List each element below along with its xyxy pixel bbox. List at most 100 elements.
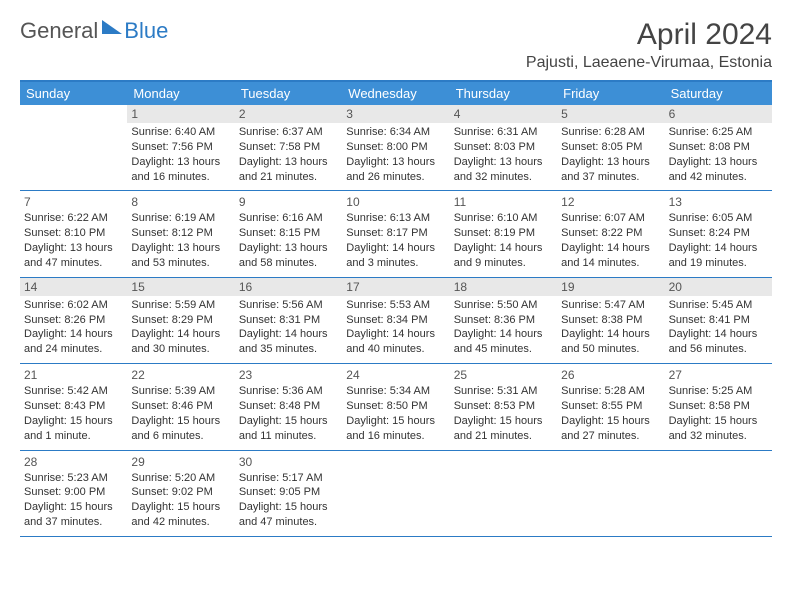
day-cell: 11Sunrise: 6:10 AMSunset: 8:19 PMDayligh… [450,191,557,276]
daylight-1: Daylight: 14 hours [24,327,123,342]
day-cell: 15Sunrise: 5:59 AMSunset: 8:29 PMDayligh… [127,278,234,363]
sunrise: Sunrise: 5:45 AM [669,298,768,313]
sunset: Sunset: 8:48 PM [239,399,338,414]
day-number: 28 [24,453,123,471]
daylight-2: and 45 minutes. [454,342,553,357]
sunrise: Sunrise: 5:53 AM [346,298,445,313]
day-number: 30 [239,453,338,471]
day-of-week-header: Sunday Monday Tuesday Wednesday Thursday… [20,82,772,105]
empty-cell [450,451,557,536]
day-number: 16 [235,278,342,296]
sunrise: Sunrise: 6:34 AM [346,125,445,140]
day-number: 6 [665,105,772,123]
sunrise: Sunrise: 5:50 AM [454,298,553,313]
day-cell: 17Sunrise: 5:53 AMSunset: 8:34 PMDayligh… [342,278,449,363]
sunset: Sunset: 8:58 PM [669,399,768,414]
daylight-1: Daylight: 15 hours [669,414,768,429]
daylight-1: Daylight: 14 hours [561,327,660,342]
day-info: Sunrise: 5:45 AMSunset: 8:41 PMDaylight:… [669,298,768,357]
day-cell: 23Sunrise: 5:36 AMSunset: 8:48 PMDayligh… [235,364,342,449]
day-cell: 21Sunrise: 5:42 AMSunset: 8:43 PMDayligh… [20,364,127,449]
day-info: Sunrise: 6:10 AMSunset: 8:19 PMDaylight:… [454,211,553,270]
sunset: Sunset: 7:58 PM [239,140,338,155]
daylight-2: and 27 minutes. [561,429,660,444]
day-number: 19 [557,278,664,296]
logo-triangle-icon [102,20,122,39]
sunrise: Sunrise: 5:23 AM [24,471,123,486]
daylight-1: Daylight: 15 hours [131,414,230,429]
logo-general: General [20,18,98,44]
sunset: Sunset: 8:15 PM [239,226,338,241]
sunrise: Sunrise: 5:47 AM [561,298,660,313]
daylight-1: Daylight: 14 hours [346,327,445,342]
logo: General Blue [20,18,168,44]
daylight-2: and 56 minutes. [669,342,768,357]
day-info: Sunrise: 5:56 AMSunset: 8:31 PMDaylight:… [239,298,338,357]
day-number: 22 [131,366,230,384]
header: General Blue April 2024 Pajusti, Laeaene… [20,18,772,72]
day-info: Sunrise: 6:02 AMSunset: 8:26 PMDaylight:… [24,298,123,357]
daylight-1: Daylight: 14 hours [239,327,338,342]
daylight-2: and 37 minutes. [561,170,660,185]
day-info: Sunrise: 5:47 AMSunset: 8:38 PMDaylight:… [561,298,660,357]
daylight-1: Daylight: 15 hours [131,500,230,515]
sunset: Sunset: 8:43 PM [24,399,123,414]
daylight-2: and 3 minutes. [346,256,445,271]
day-cell: 24Sunrise: 5:34 AMSunset: 8:50 PMDayligh… [342,364,449,449]
day-cell: 27Sunrise: 5:25 AMSunset: 8:58 PMDayligh… [665,364,772,449]
day-info: Sunrise: 5:50 AMSunset: 8:36 PMDaylight:… [454,298,553,357]
daylight-2: and 32 minutes. [669,429,768,444]
week-row: 21Sunrise: 5:42 AMSunset: 8:43 PMDayligh… [20,364,772,450]
sunset: Sunset: 8:38 PM [561,313,660,328]
day-cell: 12Sunrise: 6:07 AMSunset: 8:22 PMDayligh… [557,191,664,276]
daylight-1: Daylight: 14 hours [669,327,768,342]
day-info: Sunrise: 6:19 AMSunset: 8:12 PMDaylight:… [131,211,230,270]
dow-sunday: Sunday [20,82,127,105]
day-info: Sunrise: 5:39 AMSunset: 8:46 PMDaylight:… [131,384,230,443]
week-row: 14 Sunrise: 6:02 AMSunset: 8:26 PMDayligh… [20,278,772,364]
daylight-1: Daylight: 15 hours [239,500,338,515]
day-number: 14 [20,278,127,296]
day-info: Sunrise: 5:23 AMSunset: 9:00 PMDaylight:… [24,471,123,530]
sunrise: Sunrise: 5:59 AM [131,298,230,313]
title-area: April 2024 Pajusti, Laeaene-Virumaa, Est… [526,18,772,72]
day-info: Sunrise: 6:05 AMSunset: 8:24 PMDaylight:… [669,211,768,270]
day-number: 5 [557,105,664,123]
sunset: Sunset: 8:10 PM [24,226,123,241]
day-info: Sunrise: 6:28 AMSunset: 8:05 PMDaylight:… [561,125,660,184]
daylight-2: and 50 minutes. [561,342,660,357]
day-info: Sunrise: 5:42 AMSunset: 8:43 PMDaylight:… [24,384,123,443]
daylight-1: Daylight: 14 hours [454,241,553,256]
day-cell: 14 Sunrise: 6:02 AMSunset: 8:26 PMDayligh… [20,278,127,363]
day-info: Sunrise: 5:31 AMSunset: 8:53 PMDaylight:… [454,384,553,443]
day-number: 13 [669,193,768,211]
day-number: 25 [454,366,553,384]
daylight-1: Daylight: 15 hours [24,414,123,429]
day-number: 2 [235,105,342,123]
sunset: Sunset: 8:46 PM [131,399,230,414]
day-cell: 30Sunrise: 5:17 AMSunset: 9:05 PMDayligh… [235,451,342,536]
day-number: 26 [561,366,660,384]
empty-cell [665,451,772,536]
week-row: 1Sunrise: 6:40 AMSunset: 7:56 PMDaylight… [20,105,772,191]
daylight-2: and 58 minutes. [239,256,338,271]
daylight-1: Daylight: 13 hours [239,155,338,170]
empty-cell [342,451,449,536]
dow-thursday: Thursday [450,82,557,105]
daylight-2: and 16 minutes. [346,429,445,444]
daylight-2: and 16 minutes. [131,170,230,185]
day-cell: 16 Sunrise: 5:56 AMSunset: 8:31 PMDayligh… [235,278,342,363]
daylight-1: Daylight: 13 hours [131,241,230,256]
daylight-2: and 11 minutes. [239,429,338,444]
daylight-2: and 47 minutes. [24,256,123,271]
daylight-2: and 19 minutes. [669,256,768,271]
location: Pajusti, Laeaene-Virumaa, Estonia [526,54,772,72]
empty-cell [557,451,664,536]
sunrise: Sunrise: 5:36 AM [239,384,338,399]
sunrise: Sunrise: 6:31 AM [454,125,553,140]
daylight-1: Daylight: 14 hours [346,241,445,256]
day-number: 18 [450,278,557,296]
sunrise: Sunrise: 5:34 AM [346,384,445,399]
sunrise: Sunrise: 6:16 AM [239,211,338,226]
day-number: 7 [24,193,123,211]
